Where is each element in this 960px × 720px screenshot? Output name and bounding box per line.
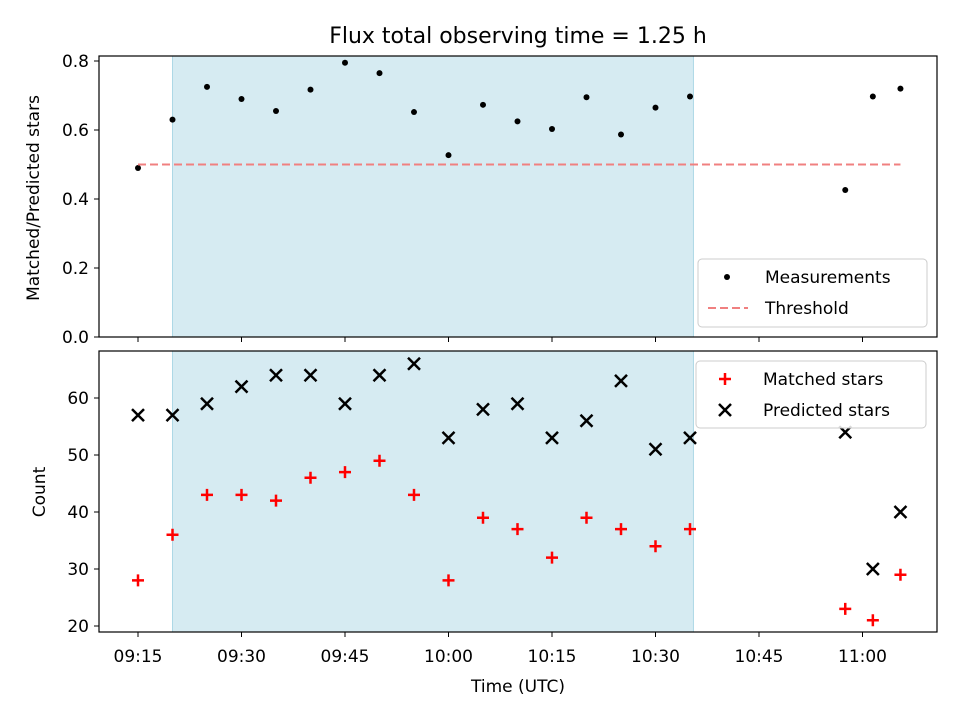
predicted-point: [303, 368, 318, 383]
measurement-point: [897, 85, 904, 92]
predicted-point: [131, 408, 145, 422]
shaded-interval: [172, 55, 694, 338]
measurement-point: [842, 187, 849, 194]
matched-point: [235, 488, 248, 501]
legend: Matched stars Predicted stars: [695, 360, 927, 429]
matched-point: [270, 494, 282, 507]
legend-label: Predicted stars: [763, 401, 890, 421]
predicted-point: [893, 505, 908, 519]
matched-point: [442, 574, 455, 587]
measurement-point: [480, 101, 486, 108]
x-tick-label: 10:00: [424, 647, 473, 667]
bottom-ylabel: Count: [30, 466, 50, 517]
measurement-point: [549, 125, 555, 132]
measurement-point: [204, 83, 210, 90]
measurement-point: [307, 86, 314, 93]
measurement-point: [411, 109, 417, 116]
matched-point: [304, 471, 317, 484]
measurement-point: [169, 116, 176, 123]
matched-point: [866, 614, 879, 627]
legend-box: [697, 258, 928, 328]
x-tick-label: 09:15: [114, 647, 163, 667]
matched-point: [339, 466, 351, 479]
predicted-point: [441, 431, 456, 445]
y-tick-label: 0.0: [62, 328, 89, 348]
x-tick-label: 10:30: [631, 647, 680, 667]
bottom-plot: 20 30 40 50 60 09:15 09:30 09:45 10:00 10:15 10:30…: [67, 350, 938, 667]
x-tick-label: 10:15: [528, 647, 577, 667]
legend-label: Matched stars: [763, 370, 883, 390]
axes-frame: [98, 350, 938, 633]
measurement-point: [618, 131, 624, 138]
y-tick-label: 0.4: [62, 190, 89, 210]
measurement-point: [445, 152, 452, 159]
predicted-point: [476, 402, 490, 417]
matched-point: [477, 511, 489, 524]
matched-point: [132, 574, 144, 587]
matched-point: [373, 454, 386, 467]
matched-point: [408, 488, 420, 501]
predicted-point: [579, 413, 594, 428]
predicted-point: [165, 408, 180, 422]
axes-frame: [98, 55, 938, 338]
x-tick-label: 09:30: [217, 647, 266, 667]
matched-point: [546, 551, 558, 564]
x-tick-label: 11:00: [838, 647, 887, 667]
y-tick-label: 20: [67, 617, 89, 637]
legend-marker: [718, 403, 732, 417]
legend-marker: [719, 373, 731, 385]
x-tick-label: 10:45: [735, 647, 784, 667]
legend-marker: [724, 274, 730, 280]
chart-title: Flux total observing time = 1.25 h: [329, 24, 707, 49]
predicted-point: [407, 356, 421, 371]
matched-point: [201, 488, 213, 501]
y-tick-label: 0.2: [62, 259, 89, 279]
measurement-point: [652, 104, 659, 111]
measurement-point: [273, 108, 279, 115]
measurement-point: [238, 95, 245, 102]
y-tick-label: 30: [67, 560, 89, 580]
predicted-point: [648, 442, 663, 457]
matched-point: [511, 523, 524, 536]
matched-point: [684, 523, 696, 536]
legend-box: [695, 360, 927, 429]
predicted-point: [338, 396, 352, 411]
measurement-point: [376, 70, 383, 77]
y-tick-label: 0.8: [62, 52, 89, 72]
y-tick-label: 50: [67, 446, 89, 466]
shaded-interval: [172, 350, 694, 633]
measurement-point: [342, 59, 348, 66]
measurement-point: [135, 164, 141, 171]
legend-label: Threshold: [764, 299, 849, 319]
predicted-point: [372, 368, 387, 383]
top-plot: 0.0 0.2 0.4 0.6 0.8 Measurements Threshold: [62, 52, 938, 348]
predicted-point: [614, 374, 628, 388]
predicted-point: [200, 396, 214, 411]
predicted-point: [545, 431, 559, 445]
y-tick-label: 60: [67, 389, 89, 409]
predicted-point: [683, 431, 697, 445]
measurement-point: [687, 93, 693, 100]
measurement-point: [514, 118, 521, 125]
matched-point: [839, 602, 852, 615]
legend: Measurements Threshold: [697, 258, 928, 328]
predicted-point: [269, 368, 283, 383]
matched-point: [649, 540, 662, 553]
matched-point: [615, 523, 627, 536]
matched-point: [894, 568, 907, 581]
measurement-point: [583, 94, 590, 101]
predicted-point: [865, 562, 880, 576]
xlabel: Time (UTC): [470, 677, 565, 697]
y-tick-label: 0.6: [62, 121, 89, 141]
matched-point: [580, 511, 593, 524]
x-tick-label: 09:45: [321, 647, 370, 667]
predicted-point: [234, 379, 249, 394]
y-tick-label: 40: [67, 503, 89, 523]
legend-label: Measurements: [765, 268, 891, 288]
top-ylabel: Matched/Predicted stars: [24, 95, 44, 301]
predicted-point: [510, 396, 525, 411]
measurement-point: [869, 93, 876, 100]
matched-point: [166, 528, 179, 541]
